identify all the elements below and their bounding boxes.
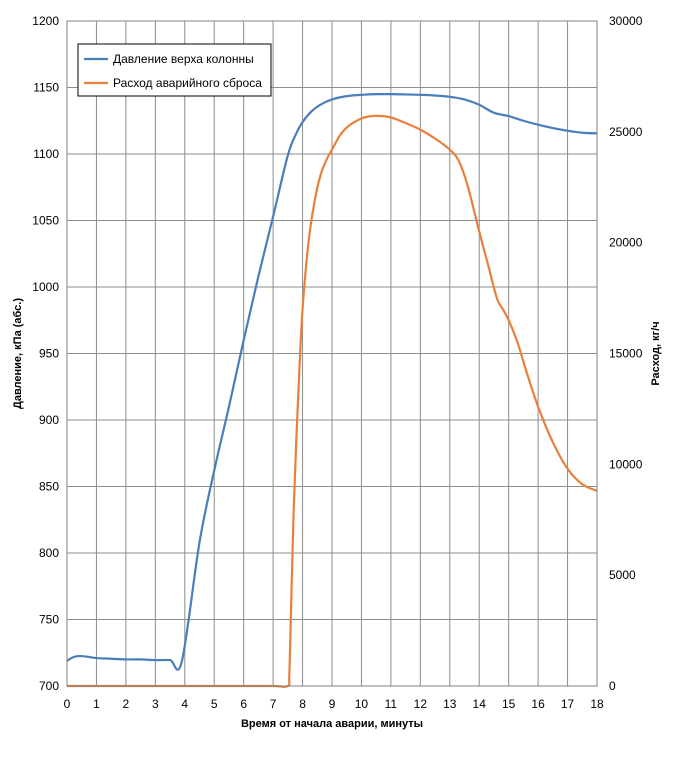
x-tick-label: 16 [531, 697, 545, 711]
plot-area-border [66, 20, 598, 687]
series-line-pressure [66, 92, 598, 671]
x-tick-label: 18 [590, 697, 604, 711]
x-tick-label: 12 [414, 697, 428, 711]
y-right-tick-label: 10000 [609, 457, 643, 471]
x-tick-label: 15 [502, 697, 516, 711]
y-left-tick-label: 800 [39, 546, 59, 560]
y-left-tick-label: 1000 [32, 280, 59, 294]
x-axis-title: Время от начала аварии, минуты [241, 718, 423, 730]
x-tick-label: 3 [152, 697, 159, 711]
y-left-tick-label: 1050 [32, 214, 59, 228]
plot-frame [66, 20, 598, 687]
x-tick-label: 1 [93, 697, 100, 711]
y-left-tick-label: 750 [39, 613, 59, 627]
y-axis-right-title: Расход, кг/ч [650, 321, 662, 385]
x-tick-label: 9 [329, 697, 336, 711]
y-left-tick-label: 1150 [33, 81, 59, 95]
x-tick-label: 8 [299, 697, 306, 711]
x-tick-label: 11 [385, 697, 398, 711]
x-tick-label: 5 [211, 697, 218, 711]
legend: Давление верха колонны Расход аварийного… [77, 43, 272, 97]
y-right-tick-label: 20000 [609, 236, 643, 250]
x-tick-label: 17 [561, 697, 575, 711]
y-left-tick-label: 1100 [33, 147, 59, 161]
legend-box [77, 43, 272, 97]
x-tick-label: 0 [64, 697, 71, 711]
y-axis-left-title: Давление, кПа (абс.) [12, 298, 24, 409]
y-right-tick-label: 15000 [609, 347, 643, 361]
x-tick-label: 10 [355, 697, 369, 711]
x-tick-label: 4 [181, 697, 188, 711]
y-right-tick-label: 30000 [609, 14, 643, 28]
y-left-tick-label: 950 [39, 347, 59, 361]
x-tick-label: 14 [473, 697, 487, 711]
y-left-tick-label: 850 [39, 480, 59, 494]
x-tick-label: 7 [270, 697, 277, 711]
grid [66, 20, 598, 687]
x-tick-label: 2 [123, 697, 130, 711]
y-left-tick-label: 1200 [32, 14, 59, 28]
y-left-tick-label: 700 [39, 679, 59, 693]
y-right-tick-label: 0 [609, 679, 616, 693]
x-tick-label: 13 [443, 697, 457, 711]
y-left-tick-label: 900 [39, 413, 59, 427]
legend-label-pressure: Давление верха колонны [113, 52, 254, 66]
legend-label-flow: Расход аварийного сброса [113, 76, 262, 90]
x-tick-label: 6 [240, 697, 247, 711]
y-right-tick-label: 25000 [609, 125, 643, 139]
tick-labels: 0 1 2 3 4 5 6 7 8 9 10 11 12 13 14 15 16 17 18700750800850… [32, 14, 642, 711]
y-right-tick-label: 5000 [609, 568, 636, 582]
